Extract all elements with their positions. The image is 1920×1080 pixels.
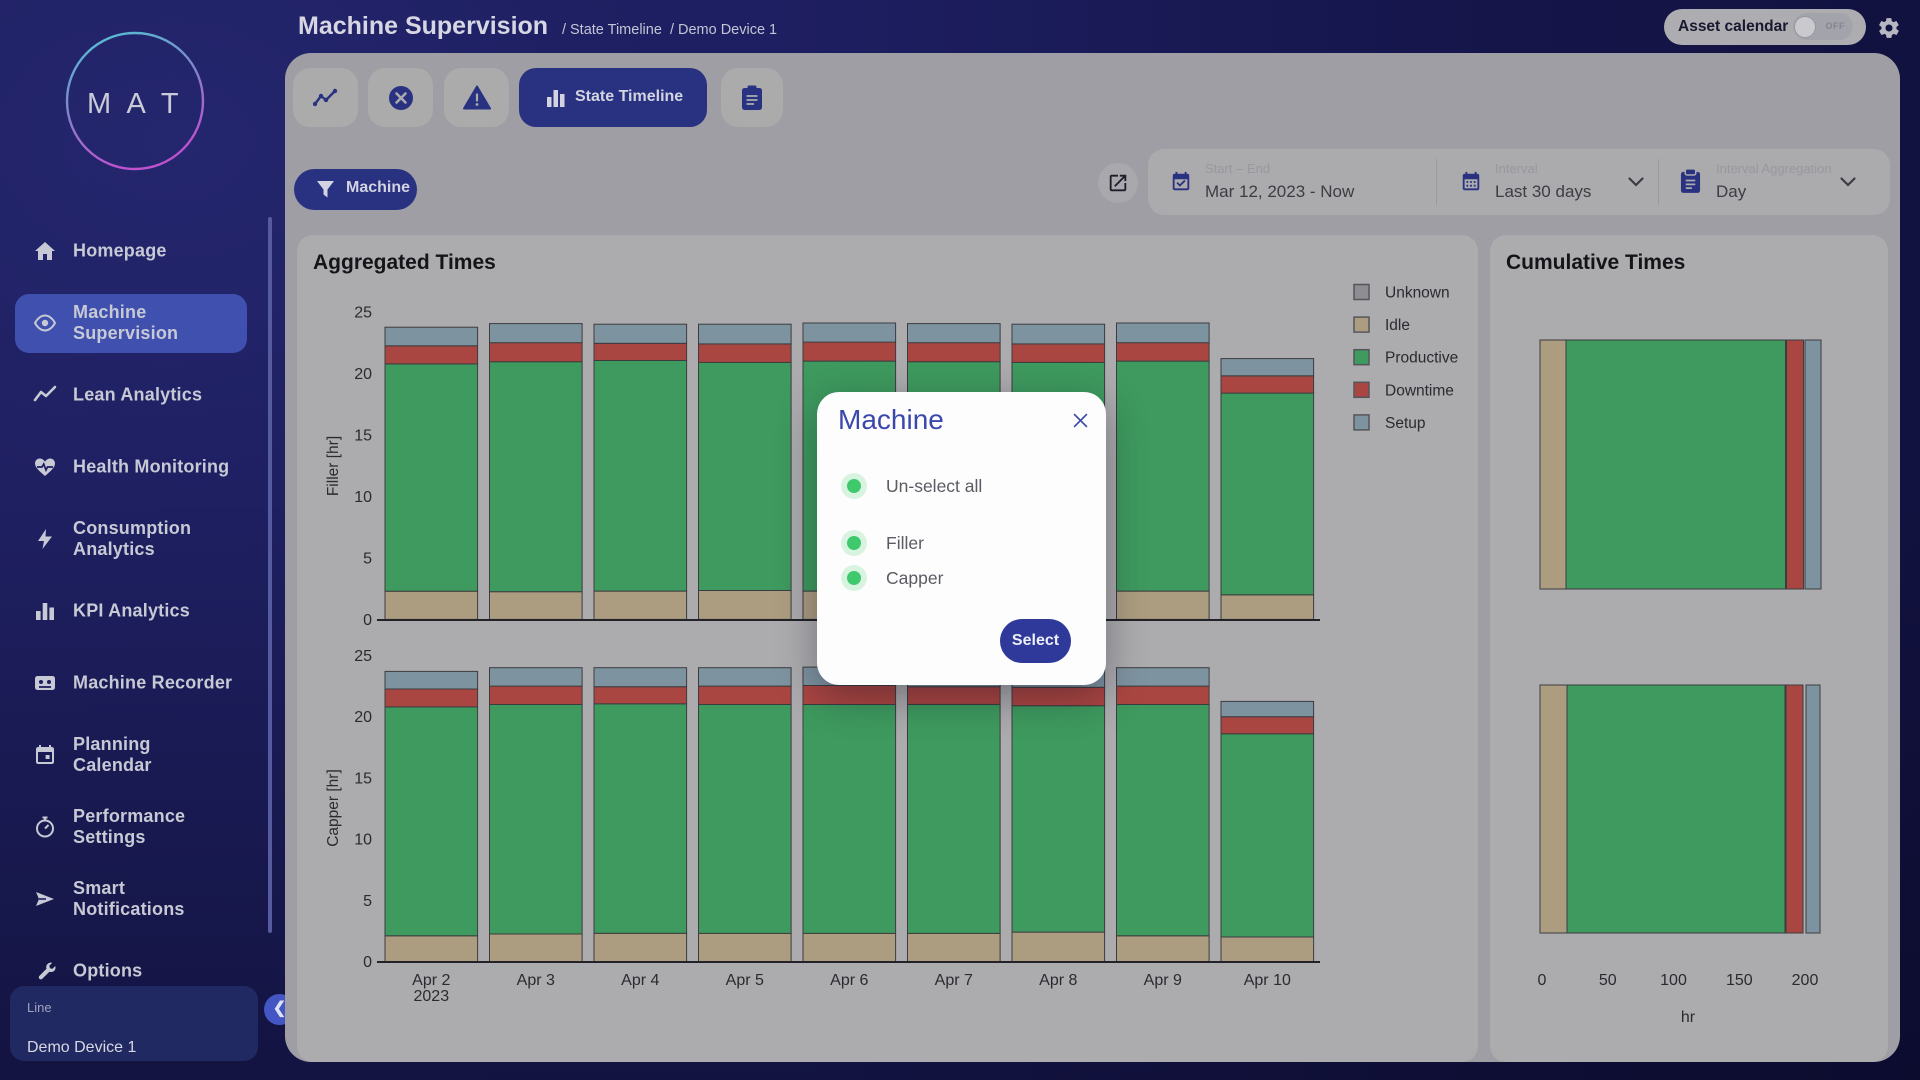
svg-text:5: 5 — [363, 550, 372, 567]
svg-text:Capper [hr]: Capper [hr] — [325, 769, 342, 847]
svg-text:Setup: Setup — [1385, 415, 1426, 432]
svg-text:hr: hr — [1681, 1009, 1696, 1026]
svg-text:Apr 8: Apr 8 — [1039, 972, 1077, 989]
svg-text:150: 150 — [1726, 972, 1753, 989]
svg-text:15: 15 — [354, 427, 372, 444]
svg-text:0: 0 — [1538, 972, 1547, 989]
svg-text:Idle: Idle — [1385, 317, 1410, 334]
svg-text:Apr 6: Apr 6 — [830, 972, 868, 989]
svg-text:Downtime: Downtime — [1385, 382, 1454, 399]
svg-text:20: 20 — [354, 366, 372, 383]
svg-text:0: 0 — [363, 954, 372, 971]
svg-text:5: 5 — [363, 893, 372, 910]
svg-text:10: 10 — [354, 832, 372, 849]
svg-text:100: 100 — [1660, 972, 1687, 989]
svg-text:25: 25 — [354, 304, 372, 321]
svg-text:M A T: M A T — [87, 88, 183, 120]
svg-text:50: 50 — [1599, 972, 1617, 989]
svg-text:Apr 5: Apr 5 — [726, 972, 764, 989]
svg-text:0: 0 — [363, 612, 372, 629]
svg-text:Apr 10: Apr 10 — [1244, 972, 1291, 989]
svg-text:20: 20 — [354, 709, 372, 726]
svg-text:Apr 7: Apr 7 — [935, 972, 973, 989]
svg-text:200: 200 — [1792, 972, 1819, 989]
svg-text:25: 25 — [354, 648, 372, 665]
svg-text:Unknown: Unknown — [1385, 285, 1450, 302]
svg-text:15: 15 — [354, 770, 372, 787]
svg-text:Apr 9: Apr 9 — [1144, 972, 1182, 989]
svg-text:Apr 3: Apr 3 — [517, 972, 555, 989]
svg-text:2023: 2023 — [414, 988, 450, 1005]
svg-text:Apr 2: Apr 2 — [412, 972, 450, 989]
svg-text:Filler [hr]: Filler [hr] — [325, 436, 342, 496]
svg-text:Apr 4: Apr 4 — [621, 972, 659, 989]
svg-text:10: 10 — [354, 489, 372, 506]
svg-text:Productive: Productive — [1385, 350, 1458, 367]
